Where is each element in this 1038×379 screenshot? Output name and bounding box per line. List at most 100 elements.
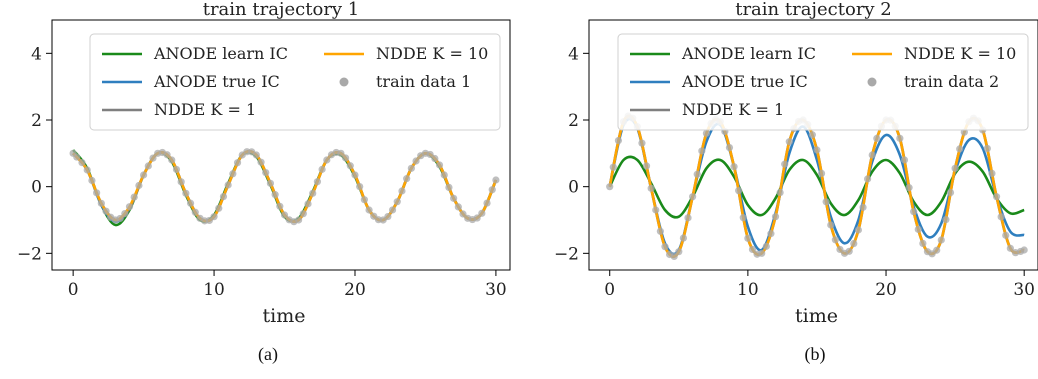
data-point [693, 170, 701, 178]
data-point [252, 151, 260, 159]
data-point [864, 175, 872, 183]
data-point [951, 164, 959, 172]
data-point [266, 179, 275, 187]
legend-label-data: train data 1 [376, 72, 471, 91]
data-point [670, 252, 678, 261]
data-point [689, 193, 697, 201]
data-point [1006, 244, 1014, 252]
data-point [946, 188, 955, 197]
x-axis-label: time [263, 305, 306, 327]
data-point [445, 183, 453, 192]
data-point [144, 162, 152, 170]
x-tick-label: 20 [344, 280, 366, 300]
legend-label-anode-true: ANODE true IC [153, 72, 280, 91]
data-point [937, 236, 945, 244]
x-tick-label: 0 [68, 280, 79, 300]
data-point [337, 149, 345, 157]
data-point [896, 134, 904, 142]
data-point [168, 156, 176, 164]
data-point [121, 209, 129, 218]
data-point [739, 214, 747, 222]
legend-marker-data [867, 77, 877, 87]
panel-b: train trajectory 2 0 10 20 30 −2 0 2 4 time (b) ANO… [554, 0, 1038, 365]
data-point [398, 187, 406, 195]
data-point [808, 131, 816, 139]
data-point [661, 243, 669, 251]
data-point [748, 245, 757, 254]
data-point [431, 154, 439, 163]
data-point [304, 200, 312, 208]
legend-label-anode-true: ANODE true IC [681, 72, 808, 91]
data-point [271, 191, 279, 199]
y-tick-label: −2 [554, 244, 579, 264]
data-point [675, 248, 683, 256]
x-tick-label: 0 [604, 280, 615, 300]
data-point [771, 213, 780, 221]
data-point [684, 214, 692, 222]
panel-caption: (b) [805, 344, 826, 365]
legend-box [617, 33, 1029, 131]
data-point [1002, 231, 1010, 239]
y-tick-label: 2 [568, 111, 579, 131]
data-point [219, 192, 228, 201]
data-point [914, 225, 922, 233]
data-point [407, 164, 415, 172]
data-point [224, 181, 232, 189]
data-point [280, 211, 289, 219]
data-point [177, 178, 185, 186]
data-point [478, 209, 486, 217]
data-point [295, 216, 303, 224]
chart-title: train trajectory 1 [203, 0, 360, 20]
data-point [956, 145, 964, 153]
data-point [988, 169, 996, 177]
y-tick-label: 2 [31, 111, 42, 131]
legend: ANODE learn IC ANODE true IC NDDE K = 1 NDD… [617, 33, 1029, 131]
data-point [257, 158, 265, 166]
data-point [191, 208, 199, 216]
data-point [93, 189, 101, 197]
legend-label-data: train data 2 [904, 72, 999, 91]
data-point [850, 239, 858, 248]
data-point [229, 170, 237, 178]
data-point [182, 189, 190, 197]
data-point [163, 151, 171, 159]
y-tick-label: 0 [568, 178, 579, 198]
data-point [642, 162, 651, 170]
data-point [606, 183, 614, 191]
data-point [656, 227, 664, 235]
data-point [638, 139, 646, 147]
data-point [276, 202, 284, 210]
legend-label-ndde-k10: NDDE K = 10 [904, 44, 1016, 63]
data-point [102, 207, 110, 215]
data-point [384, 212, 392, 221]
data-point [323, 156, 331, 164]
series-anode-learn [608, 155, 1025, 219]
data-point [831, 236, 839, 244]
panel-caption: (a) [258, 344, 278, 365]
data-point [83, 166, 91, 174]
data-point [393, 198, 401, 206]
data-point [403, 175, 411, 183]
x-axis-label: time [795, 305, 838, 327]
data-point [647, 184, 655, 192]
x-tick-label: 10 [203, 280, 225, 300]
data-point [983, 144, 991, 153]
data-point [412, 157, 420, 165]
data-point [614, 136, 623, 145]
data-point [905, 184, 913, 192]
data-point [116, 214, 124, 223]
data-point [318, 165, 326, 173]
data-point [135, 181, 143, 190]
legend-label-ndde-k1: NDDE K = 1 [682, 100, 784, 119]
data-point [919, 239, 927, 247]
data-point [817, 169, 826, 177]
data-point [725, 143, 734, 152]
x-tick-label: 20 [875, 280, 897, 300]
data-point [346, 162, 354, 170]
data-point [97, 199, 105, 207]
data-point [942, 216, 950, 224]
data-point [450, 194, 458, 202]
data-point [822, 198, 830, 206]
data-point [360, 196, 368, 204]
data-point [910, 208, 918, 216]
